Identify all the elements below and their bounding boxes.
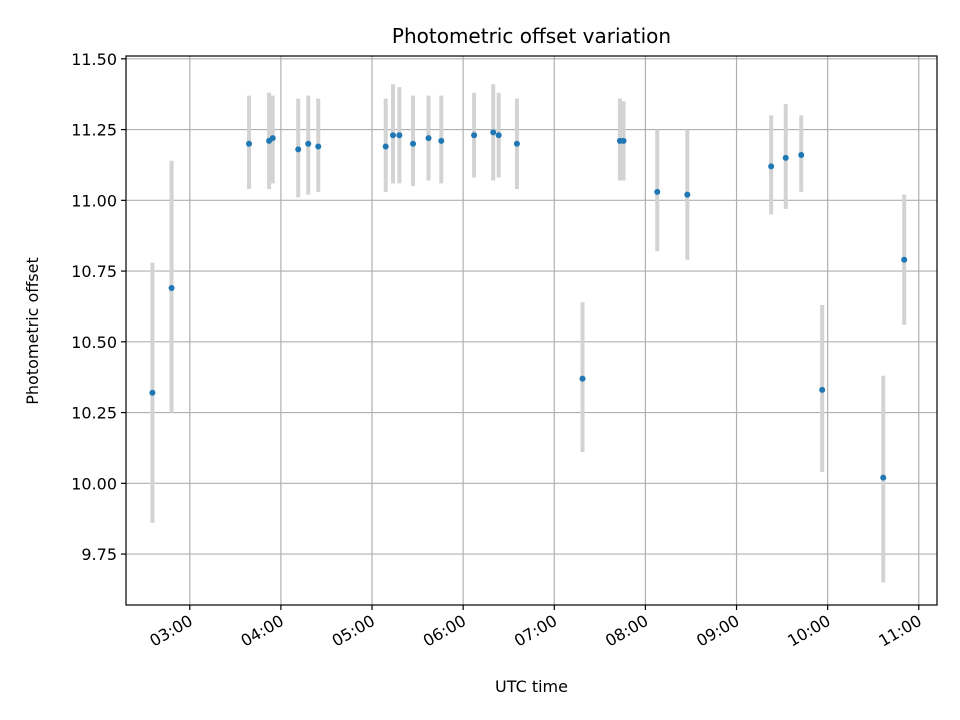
data-point-17 — [513, 140, 520, 147]
y-tick-label-3: 10.50 — [71, 333, 117, 352]
y-tick-label-0: 9.75 — [81, 545, 117, 564]
y-tick-label-5: 11.00 — [71, 191, 117, 210]
y-tick-label-4: 10.75 — [71, 262, 117, 281]
y-tick-label-2: 10.25 — [71, 404, 117, 423]
data-point-8 — [382, 143, 389, 150]
x-axis-label: UTC time — [495, 677, 568, 696]
data-point-0 — [149, 389, 156, 396]
plot-frame — [125, 55, 938, 606]
data-point-2 — [246, 140, 253, 147]
data-point-14 — [471, 132, 478, 139]
data-point-20 — [620, 137, 627, 144]
data-point-27 — [880, 474, 887, 481]
chart-title: Photometric offset variation — [392, 24, 671, 48]
data-point-24 — [782, 154, 789, 161]
y-tick-label-7: 11.50 — [71, 50, 117, 69]
data-point-10 — [396, 132, 403, 139]
data-point-23 — [768, 163, 775, 170]
data-point-25 — [798, 152, 805, 159]
y-axis-label: Photometric offset — [23, 257, 42, 405]
data-point-18 — [579, 375, 586, 382]
data-point-12 — [425, 135, 432, 142]
data-point-28 — [901, 256, 908, 263]
data-point-5 — [295, 146, 302, 153]
data-point-21 — [654, 188, 661, 195]
data-point-6 — [305, 140, 312, 147]
data-point-1 — [168, 285, 175, 292]
data-point-15 — [490, 129, 497, 136]
data-point-7 — [315, 143, 322, 150]
y-ticks: 9.75 10.00 10.25 10.50 10.75 11.00 11.25 11.50 — [71, 50, 126, 564]
data-point-4 — [269, 135, 276, 142]
y-tick-label-1: 10.00 — [71, 474, 117, 493]
data-points — [149, 129, 908, 481]
data-point-9 — [389, 132, 396, 139]
data-point-16 — [495, 132, 502, 139]
data-point-26 — [819, 386, 826, 393]
y-tick-label-6: 11.25 — [71, 121, 117, 140]
data-point-13 — [438, 137, 445, 144]
grid — [126, 56, 937, 605]
data-point-22 — [684, 191, 691, 198]
data-point-11 — [410, 140, 417, 147]
